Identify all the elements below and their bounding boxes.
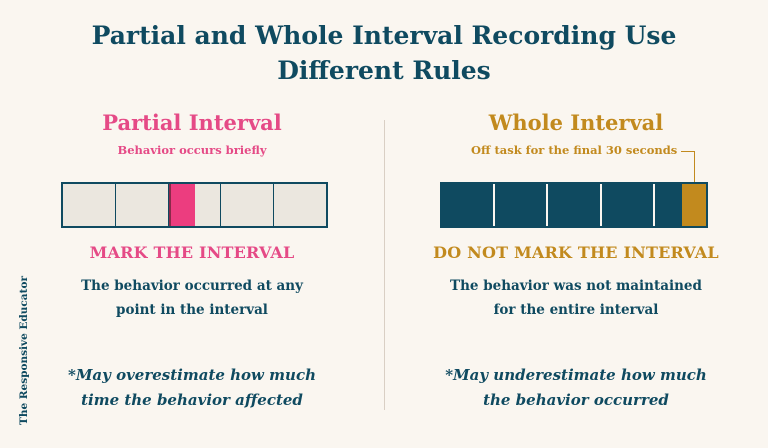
interval-cell <box>442 184 496 226</box>
whole-mark-label: DO NOT MARK THE INTERVAL <box>433 243 719 262</box>
interval-cell <box>168 184 222 226</box>
whole-description-line-1: The behavior was not maintained <box>450 278 702 294</box>
brand-watermark: The Responsive Educator <box>18 276 30 425</box>
whole-note-line-2: the behavior occurred <box>483 391 669 409</box>
title-line-1: Partial and Whole Interval Recording Use <box>91 21 677 50</box>
partial-note: *May overestimate how much time the beha… <box>0 363 384 413</box>
whole-note-line-1: *May underestimate how much <box>445 366 707 384</box>
partial-interval-subheading: Behavior occurs briefly <box>117 143 267 157</box>
partial-interval-heading: Partial Interval <box>102 110 282 135</box>
partial-description-line-1: The behavior occurred at any <box>81 278 303 294</box>
center-divider <box>384 120 385 410</box>
interval-cell <box>221 184 275 226</box>
interval-cell <box>601 184 655 226</box>
interval-cell <box>115 184 169 226</box>
partial-note-line-2: time the behavior affected <box>81 391 303 409</box>
interval-cell <box>548 184 602 226</box>
whole-interval-bar <box>440 182 708 228</box>
title-line-2: Different Rules <box>277 56 491 85</box>
subheading-connector <box>681 151 695 182</box>
interval-cell <box>274 184 326 226</box>
interval-cell <box>654 184 707 226</box>
whole-note: *May underestimate how much the behavior… <box>384 363 768 413</box>
partial-interval-bar <box>61 182 328 228</box>
partial-description: The behavior occurred at any point in th… <box>0 274 384 322</box>
brief-behavior-marker-edge <box>168 184 171 226</box>
whole-interval-subheading: Off task for the final 30 seconds <box>471 143 678 157</box>
partial-description-line-2: point in the interval <box>116 302 268 318</box>
whole-description-line-2: for the entire interval <box>493 302 659 318</box>
interval-cell <box>63 184 116 226</box>
whole-interval-heading: Whole Interval <box>488 110 664 135</box>
partial-mark-label: MARK THE INTERVAL <box>89 243 295 262</box>
off-task-marker <box>682 184 707 226</box>
partial-note-line-1: *May overestimate how much <box>67 366 317 384</box>
interval-cell <box>495 184 549 226</box>
brief-behavior-marker <box>168 184 195 226</box>
page-title: Partial and Whole Interval Recording Use… <box>0 18 768 88</box>
whole-description: The behavior was not maintained for the … <box>384 274 768 322</box>
